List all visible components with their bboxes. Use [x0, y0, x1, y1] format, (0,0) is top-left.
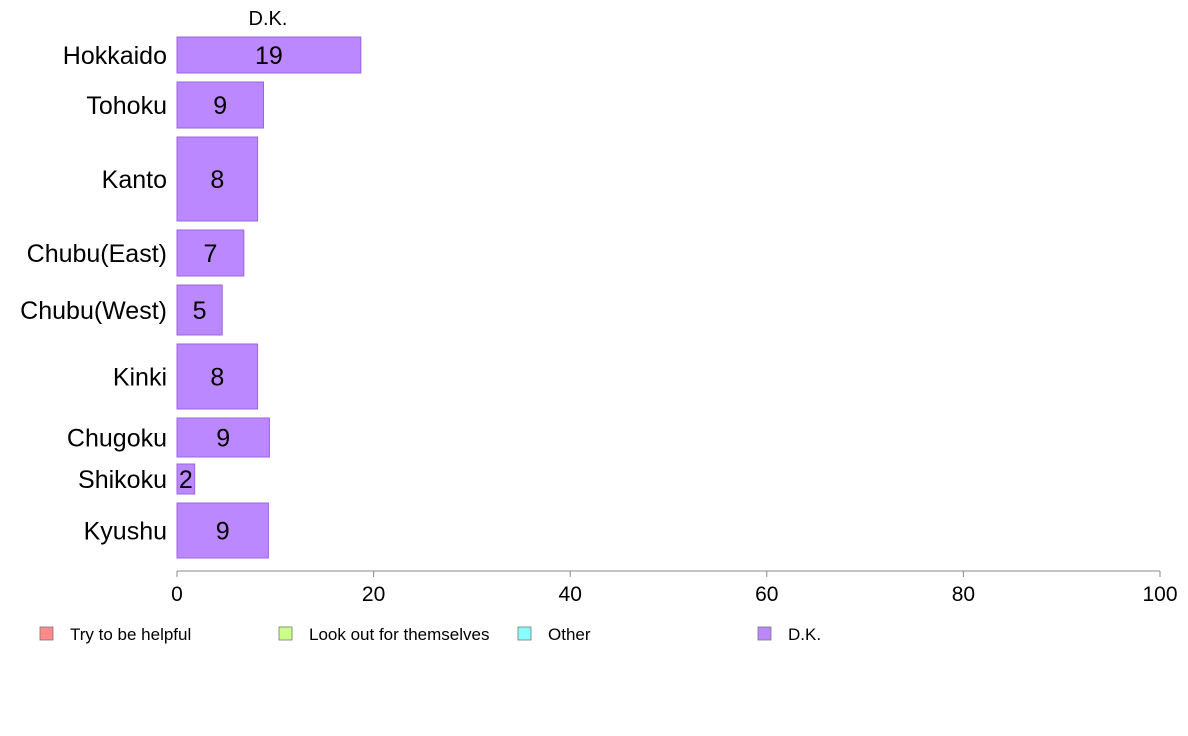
bar-row: Kinki 8: [113, 343, 259, 410]
legend-item: Other: [517, 625, 591, 644]
x-tick-label: 60: [755, 583, 778, 606]
legend-swatch: [39, 626, 54, 641]
legend-swatch: [517, 626, 532, 641]
x-axis: 0 20 40 60 80 100: [171, 570, 1178, 606]
x-tick-label: 20: [362, 583, 385, 606]
legend-item: Look out for themselves: [278, 625, 489, 644]
bar-value-label: 9: [213, 92, 227, 120]
bar: [176, 417, 270, 458]
category-label: Kinki: [113, 364, 167, 392]
bar-value-label: 8: [210, 364, 224, 392]
bar-value-label: 5: [193, 297, 207, 325]
bar: [176, 136, 259, 222]
x-tick-label: 40: [559, 583, 582, 606]
bar-value-label: 9: [216, 425, 230, 453]
category-label: Hokkaido: [63, 42, 167, 70]
x-tick-label: 100: [1142, 583, 1177, 606]
bar-row: Tohoku 9: [86, 81, 265, 129]
bar: [176, 502, 269, 559]
bar-row: Chugoku 9: [67, 417, 270, 458]
bar-row: Kanto 8: [102, 136, 259, 222]
category-label: Chubu(East): [27, 240, 167, 268]
series-title: D.K.: [249, 8, 288, 30]
bar-value-label: 9: [216, 518, 230, 546]
legend-swatch: [278, 626, 293, 641]
bar-row: Hokkaido 19: [63, 36, 362, 74]
bar: [176, 343, 259, 410]
bar: [176, 229, 245, 277]
bar: [176, 36, 362, 74]
category-label: Kanto: [102, 166, 167, 194]
bar-row: Chubu(East) 7: [27, 229, 245, 277]
bar-value-label: 8: [210, 166, 224, 194]
x-tick-label: 80: [952, 583, 975, 606]
bar-value-label: 19: [255, 42, 283, 70]
category-label: Tohoku: [86, 92, 167, 120]
bar-row: Shikoku 2: [78, 463, 196, 495]
x-tick-label: 0: [171, 583, 183, 606]
category-label: Chugoku: [67, 425, 167, 453]
bar-value-label: 7: [203, 240, 217, 268]
bar-row: Chubu(West) 5: [20, 284, 223, 336]
bar: [176, 81, 265, 129]
legend-label: Try to be helpful: [70, 625, 191, 644]
legend-label: Other: [548, 625, 591, 644]
legend-label: D.K.: [788, 625, 821, 644]
bar-value-label: 2: [179, 466, 193, 494]
bar-row: Kyushu 9: [84, 502, 269, 559]
category-label: Shikoku: [78, 466, 167, 494]
category-label: Kyushu: [84, 518, 167, 546]
bar: [176, 284, 223, 336]
bar: [176, 463, 196, 495]
legend-item: Try to be helpful: [39, 625, 191, 644]
legend: Try to be helpful Look out for themselves…: [39, 625, 821, 644]
legend-label: Look out for themselves: [309, 625, 489, 644]
category-label: Chubu(West): [20, 297, 167, 325]
legend-swatch: [757, 626, 772, 641]
legend-item: D.K.: [757, 625, 821, 644]
